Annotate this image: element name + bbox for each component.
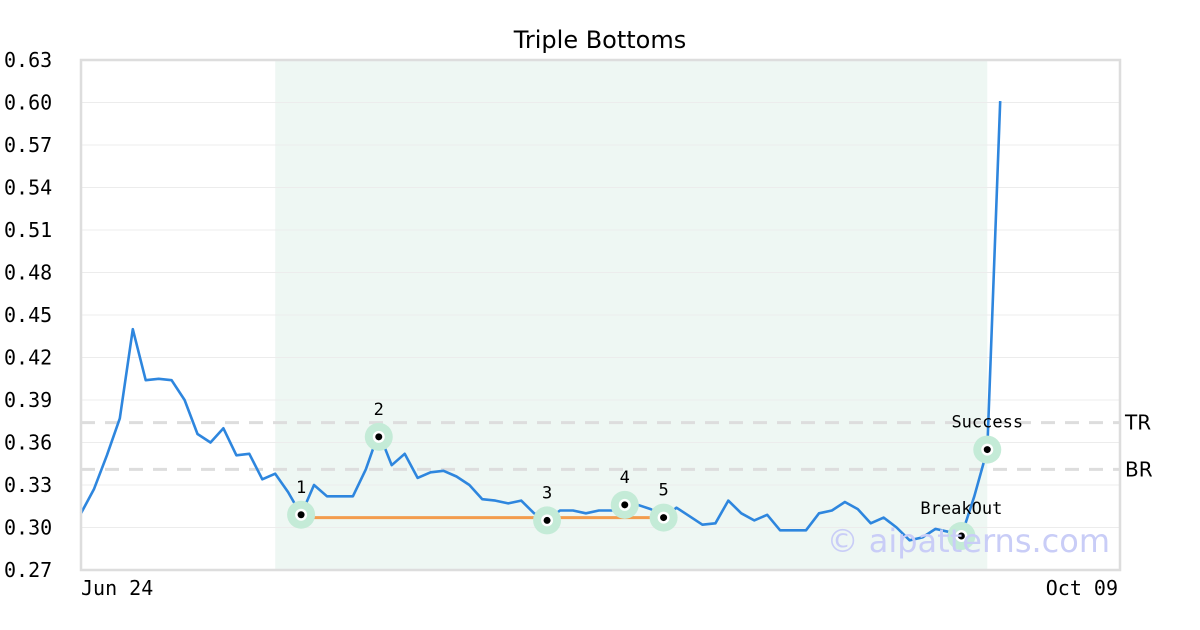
watermark: © aipatterns.com xyxy=(827,522,1110,560)
y-tick-label: 0.60 xyxy=(4,91,52,115)
y-tick-label: 0.27 xyxy=(4,558,52,582)
y-tick-label: 0.30 xyxy=(4,516,52,540)
marker-label: 3 xyxy=(542,483,552,503)
y-tick-label: 0.54 xyxy=(4,176,52,200)
resistance-levels: TR BR xyxy=(81,411,1153,481)
chart-title: Triple Bottoms xyxy=(513,26,687,54)
y-tick-label: 0.48 xyxy=(4,261,52,285)
marker-dot xyxy=(983,446,991,454)
marker-label: 1 xyxy=(296,478,306,498)
y-tick-label: 0.57 xyxy=(4,133,52,157)
marker-dot xyxy=(543,516,551,524)
plot-frame xyxy=(79,58,1122,572)
pattern-markers: 1 2 3 4 5 BreakOut Success xyxy=(287,400,1023,550)
marker-dot xyxy=(621,501,629,509)
marker-dot xyxy=(957,532,965,540)
marker-dot xyxy=(297,511,305,519)
y-tick-label: 0.42 xyxy=(4,346,52,370)
marker-label: Success xyxy=(951,413,1023,433)
level-label: BR xyxy=(1125,457,1153,481)
y-tick-label: 0.51 xyxy=(4,218,52,242)
marker-dot xyxy=(660,514,668,522)
y-tick-label: 0.45 xyxy=(4,303,52,327)
x-tick-end: Oct 09 xyxy=(1046,576,1118,600)
marker-label: BreakOut xyxy=(920,499,1002,519)
gridlines xyxy=(81,59,1120,571)
y-tick-label: 0.36 xyxy=(4,431,52,455)
y-tick-label: 0.63 xyxy=(4,48,52,72)
y-tick-label: 0.39 xyxy=(4,388,52,412)
x-tick-start: Jun 24 xyxy=(81,576,153,600)
marker-label: 5 xyxy=(658,481,668,501)
marker-label: 4 xyxy=(620,468,630,488)
y-axis-ticks: 0.63 0.60 0.57 0.54 0.51 0.48 0.45 0.42 0.39 0.36… xyxy=(4,48,52,582)
marker-label: 2 xyxy=(374,400,384,420)
y-tick-label: 0.33 xyxy=(4,473,52,497)
level-label: TR xyxy=(1124,411,1151,435)
marker-dot xyxy=(375,433,383,441)
